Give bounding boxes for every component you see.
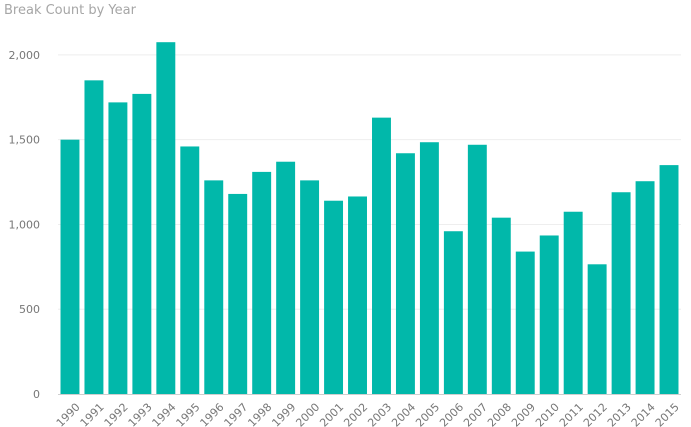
bar[interactable] — [395, 153, 415, 394]
bar[interactable] — [372, 117, 391, 395]
bar[interactable] — [324, 200, 344, 394]
x-tick-label: 2001 — [317, 401, 346, 427]
bar[interactable] — [539, 235, 559, 394]
bar[interactable] — [659, 165, 679, 394]
bar[interactable] — [180, 146, 200, 394]
bar[interactable] — [108, 102, 128, 394]
y-tick-label: 1,500 — [9, 134, 41, 147]
bar[interactable] — [419, 142, 439, 394]
bar[interactable] — [635, 181, 655, 394]
chart-title: Break Count by Year — [4, 3, 136, 18]
x-tick-label: 2002 — [341, 401, 370, 427]
gridlines — [58, 54, 681, 310]
x-tick-label: 1995 — [174, 401, 203, 427]
x-tick-label: 1990 — [54, 401, 83, 427]
bar[interactable] — [348, 196, 367, 394]
bar[interactable] — [515, 251, 535, 394]
y-tick-label: 1,000 — [9, 218, 41, 231]
x-tick-label: 2005 — [413, 401, 442, 427]
x-tick-label: 2015 — [653, 401, 682, 427]
x-tick-label: 2004 — [389, 401, 418, 427]
x-tick-label: 1998 — [245, 401, 274, 427]
bar[interactable] — [300, 180, 320, 394]
bar[interactable] — [204, 180, 224, 394]
bar[interactable] — [443, 231, 463, 394]
x-tick-label: 1994 — [150, 401, 179, 427]
bar[interactable] — [611, 192, 631, 394]
bar[interactable] — [491, 217, 511, 394]
x-tick-label: 2014 — [629, 401, 658, 427]
x-tick-label: 1997 — [221, 401, 250, 427]
x-tick-label: 2010 — [533, 401, 562, 427]
bar[interactable] — [84, 80, 104, 394]
bar[interactable] — [563, 211, 583, 394]
y-tick-label: 2,000 — [9, 49, 41, 62]
x-tick-label: 2003 — [365, 401, 394, 427]
bar[interactable] — [587, 264, 607, 394]
bar[interactable] — [156, 42, 176, 395]
x-tick-label: 2011 — [557, 401, 586, 427]
bar[interactable] — [60, 139, 80, 394]
x-tick-label: 2013 — [605, 401, 634, 427]
x-tick-label: 2009 — [509, 401, 538, 427]
y-tick-label: 0 — [33, 388, 40, 401]
x-tick-label: 2008 — [485, 401, 514, 427]
x-axis-ticks: 1990199119921993199419951996199719981999… — [54, 401, 682, 427]
bar[interactable] — [252, 171, 272, 394]
x-tick-label: 2000 — [293, 401, 322, 427]
bar[interactable] — [228, 193, 248, 394]
bars — [60, 42, 679, 395]
x-tick-label: 1992 — [102, 401, 131, 427]
bar[interactable] — [276, 161, 296, 394]
x-tick-label: 1993 — [126, 401, 155, 427]
y-axis-ticks: 0 500 1,000 1,500 2,000 — [9, 49, 41, 401]
bar[interactable] — [467, 144, 487, 394]
bar[interactable] — [132, 93, 152, 395]
x-tick-label: 1999 — [269, 401, 298, 427]
x-tick-label: 1991 — [78, 401, 107, 427]
y-tick-label: 500 — [19, 303, 40, 316]
x-tick-label: 2012 — [581, 401, 610, 427]
x-tick-label: 2007 — [461, 401, 490, 427]
x-tick-label: 1996 — [198, 401, 227, 427]
x-tick-label: 2006 — [437, 401, 466, 427]
